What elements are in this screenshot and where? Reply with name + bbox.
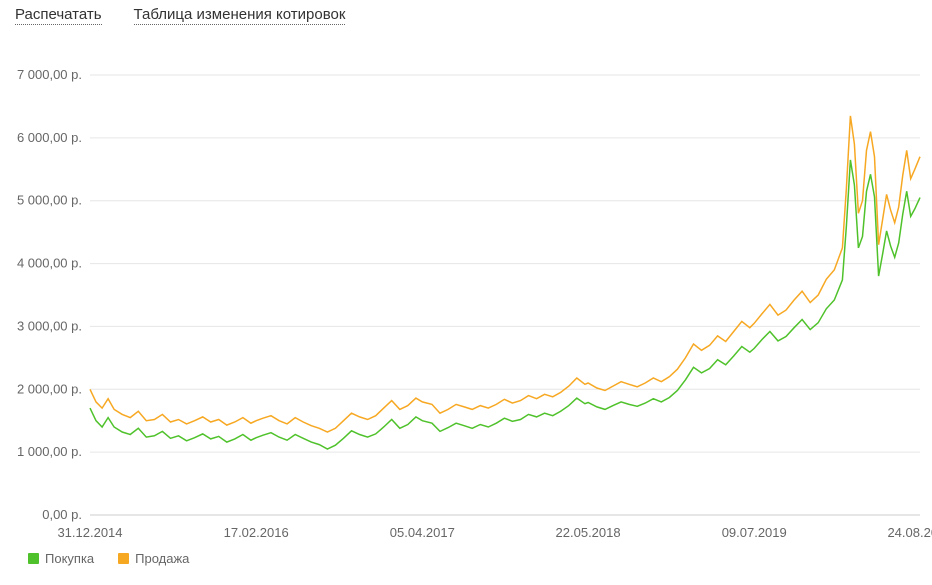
- y-tick-label: 2 000,00 р.: [17, 381, 82, 396]
- x-tick-label: 31.12.2014: [57, 525, 122, 540]
- y-tick-label: 0,00 р.: [42, 507, 82, 522]
- tab-quotes-table[interactable]: Таблица изменения котировок: [134, 6, 346, 25]
- x-tick-label: 22.05.2018: [556, 525, 621, 540]
- legend-item-buy: Покупка: [28, 551, 94, 566]
- y-tick-label: 3 000,00 р.: [17, 318, 82, 333]
- legend-swatch-buy: [28, 553, 39, 564]
- series-Продажа: [90, 116, 920, 432]
- chart-legend: Покупка Продажа: [0, 545, 932, 566]
- x-tick-label: 05.04.2017: [390, 525, 455, 540]
- y-tick-label: 1 000,00 р.: [17, 444, 82, 459]
- legend-label-buy: Покупка: [45, 551, 94, 566]
- x-tick-label: 09.07.2019: [722, 525, 787, 540]
- y-tick-label: 7 000,00 р.: [17, 67, 82, 82]
- x-tick-label: 17.02.2016: [224, 525, 289, 540]
- legend-swatch-sell: [118, 553, 129, 564]
- x-tick-label: 24.08.2020: [887, 525, 932, 540]
- y-tick-label: 6 000,00 р.: [17, 130, 82, 145]
- series-Покупка: [90, 160, 920, 449]
- chart-svg: 0,00 р. 1 000,00 р. 2 000,00 р. 3 000,00 р.…: [0, 35, 932, 545]
- y-tick-label: 5 000,00 р.: [17, 193, 82, 208]
- legend-label-sell: Продажа: [135, 551, 189, 566]
- legend-item-sell: Продажа: [118, 551, 189, 566]
- tab-print[interactable]: Распечатать: [15, 6, 102, 25]
- price-chart: 0,00 р. 1 000,00 р. 2 000,00 р. 3 000,00 р.…: [0, 35, 932, 545]
- y-tick-label: 4 000,00 р.: [17, 256, 82, 271]
- tabs-bar: Распечатать Таблица изменения котировок: [0, 0, 932, 35]
